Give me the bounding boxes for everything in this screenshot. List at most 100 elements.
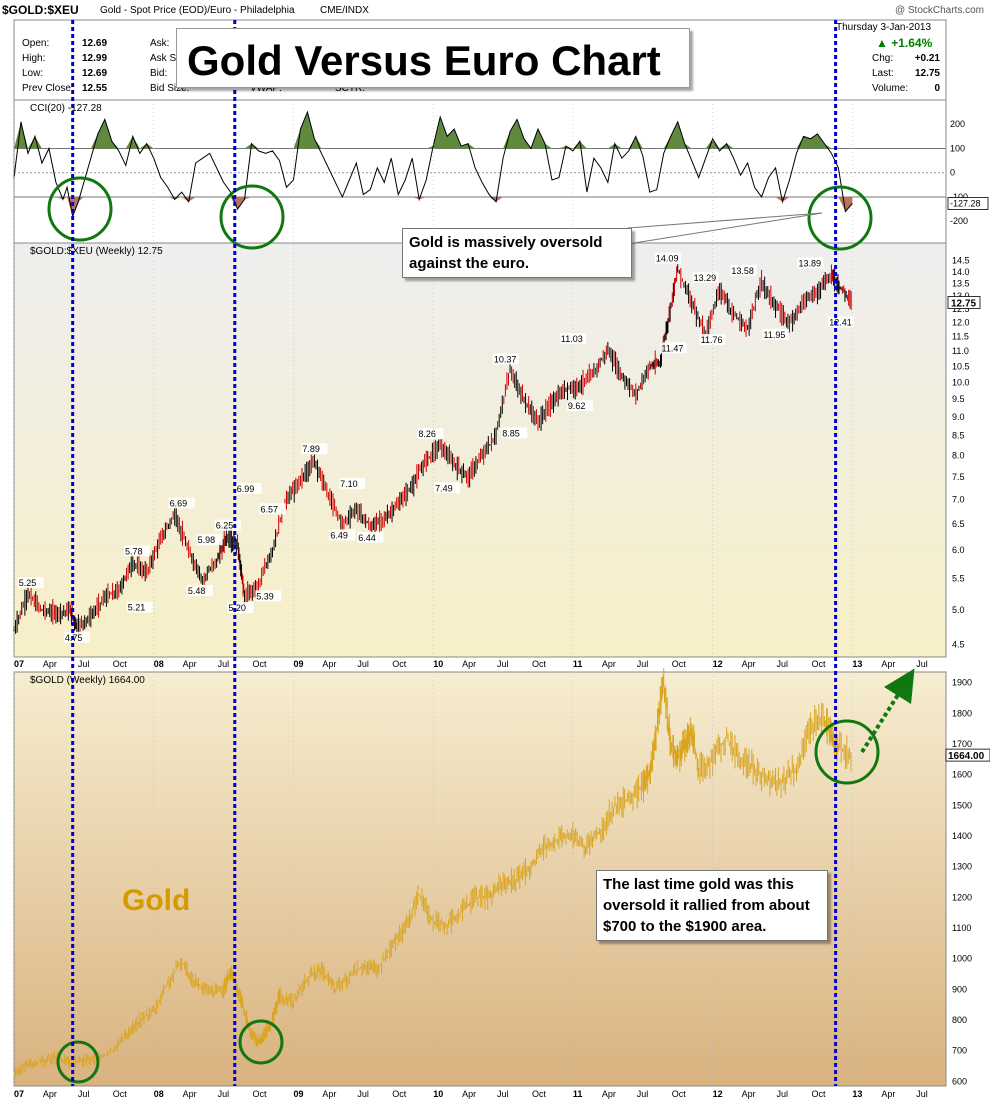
x-tick-label: Jul — [497, 659, 509, 669]
change-pct-value: +1.64% — [891, 36, 933, 50]
x-tick-label: Apr — [43, 659, 57, 669]
gold-tick-label: 600 — [952, 1076, 967, 1086]
price-last-box — [947, 296, 981, 309]
x-tick-label: Apr — [742, 659, 756, 669]
cci-tick-label: 0 — [950, 168, 955, 178]
stat-value: 12.69 — [82, 38, 108, 49]
cci-panel — [13, 99, 947, 244]
oversold-note: Gold is massively oversold against the e… — [402, 228, 632, 278]
price-data-label-bg — [214, 519, 241, 531]
price-data-label: 11.95 — [764, 330, 786, 340]
price-data-label-bg — [762, 328, 789, 340]
x-tick-label: Oct — [113, 659, 128, 669]
stat-value: 0 — [934, 83, 940, 94]
x-tick-label: Apr — [462, 659, 476, 669]
price-data-label-bg — [126, 601, 153, 613]
price-data-label: 14.09 — [656, 254, 679, 264]
stat-label: Bid: — [150, 68, 168, 79]
price-data-label: 13.89 — [798, 258, 821, 268]
price-data-label: 8.26 — [418, 429, 436, 439]
x-tick-label: 11 — [573, 659, 583, 669]
cci-plot — [13, 110, 946, 219]
price-data-label: 7.89 — [302, 444, 320, 454]
price-data-label: 7.10 — [340, 479, 358, 489]
x-tick-label: Oct — [811, 659, 826, 669]
price-data-label-bg — [660, 342, 687, 354]
x-tick-label: Oct — [532, 1089, 547, 1099]
cci-overbought-fill — [14, 112, 853, 149]
price-data-label: 11.76 — [701, 335, 723, 345]
cci-last-label: -127.28 — [950, 198, 981, 208]
stat-label: Chg: — [872, 53, 894, 64]
x-tick-label: Apr — [881, 659, 895, 669]
x-tick-label: Jul — [218, 659, 230, 669]
price-data-label-bg — [654, 252, 681, 264]
price-tick-label: 6.0 — [952, 545, 965, 555]
price-data-label-bg — [186, 584, 213, 596]
price-tick-label: 7.5 — [952, 472, 965, 482]
x-tick-label: Jul — [78, 659, 90, 669]
price-tick-label: 5.5 — [952, 574, 965, 584]
gold-tick-label: 700 — [952, 1046, 967, 1056]
price-data-label: 11.47 — [662, 343, 684, 353]
price-tick-label: 11.0 — [952, 346, 969, 356]
gold-tick-label: 1800 — [952, 708, 972, 718]
x-tick-label: 12 — [713, 659, 723, 669]
x-tick-label: 09 — [293, 659, 303, 669]
last-time-note: The last time gold was this oversold it … — [596, 870, 828, 941]
x-tick-label: Apr — [881, 1089, 895, 1099]
circle-cci-1 — [47, 176, 113, 242]
x-tick-label: Oct — [253, 1089, 268, 1099]
x-tick-label: 12 — [713, 1089, 723, 1099]
x-tick-label: Apr — [742, 1089, 756, 1099]
gold-tick-label: 1700 — [952, 739, 972, 749]
x-tick-label: 13 — [852, 659, 862, 669]
circle-gold-2 — [238, 1019, 284, 1065]
price-last-label: 12.75 — [951, 299, 976, 310]
header-symbol: $GOLD:$XEU — [2, 3, 79, 17]
x-tick-label: Jul — [497, 1089, 509, 1099]
price-panel — [13, 242, 947, 658]
price-data-label: 6.69 — [170, 498, 188, 508]
price-data-label-bg — [329, 529, 356, 541]
x-tick-label: Jul — [637, 1089, 649, 1099]
cci-tick-label: -100 — [950, 192, 968, 202]
price-title: $GOLD:$XEU (Weekly) 12.75 — [30, 246, 163, 257]
gold-tick-label: 1900 — [952, 678, 972, 688]
price-data-label: 5.78 — [125, 546, 143, 556]
price-data-label-bg — [492, 353, 519, 365]
x-tick-label: Apr — [602, 659, 616, 669]
title-box: Gold Versus Euro Chart — [176, 28, 690, 88]
stat-value: 12.99 — [82, 53, 108, 64]
vertical-markers — [71, 20, 838, 1086]
price-tick-label: 10.0 — [952, 377, 970, 387]
gold-tick-label: 1400 — [952, 831, 972, 841]
price-tick-label: 11.5 — [952, 331, 969, 341]
x-tick-label: 07 — [14, 1089, 24, 1099]
price-data-label-bg — [434, 482, 461, 494]
x-tick-label: 09 — [293, 1089, 303, 1099]
stat-label: Bid Size: — [150, 83, 190, 94]
price-data-label-bg — [235, 482, 262, 494]
cci-title: CCI(20) -127.28 — [30, 103, 102, 114]
stat-label: Volume: — [872, 83, 909, 94]
price-tick-label: 8.5 — [952, 431, 965, 441]
x-tick-label: 08 — [154, 1089, 164, 1099]
price-data-label-bg — [196, 534, 223, 546]
header-change-pct: ▲ +1.64% — [876, 36, 933, 50]
gold-tick-label: 800 — [952, 1015, 967, 1025]
header-exchange: CME/INDX — [320, 5, 369, 16]
stat-label: Prev Close: — [22, 83, 74, 94]
x-tick-label: Apr — [43, 1089, 57, 1099]
price-data-label-bg — [730, 264, 757, 276]
x-tick-label: Apr — [322, 659, 336, 669]
price-plot: 5.254.755.785.216.695.985.486.255.205.39… — [13, 252, 855, 643]
gold-plot — [13, 668, 852, 1077]
price-tick-label: 9.5 — [952, 394, 965, 404]
x-tick-label: Jul — [777, 1089, 789, 1099]
price-data-label: 8.85 — [502, 428, 520, 438]
circle-cci-2 — [219, 184, 285, 250]
price-data-label-bg — [417, 428, 444, 440]
gold-last-label: 1664.00 — [948, 751, 985, 762]
